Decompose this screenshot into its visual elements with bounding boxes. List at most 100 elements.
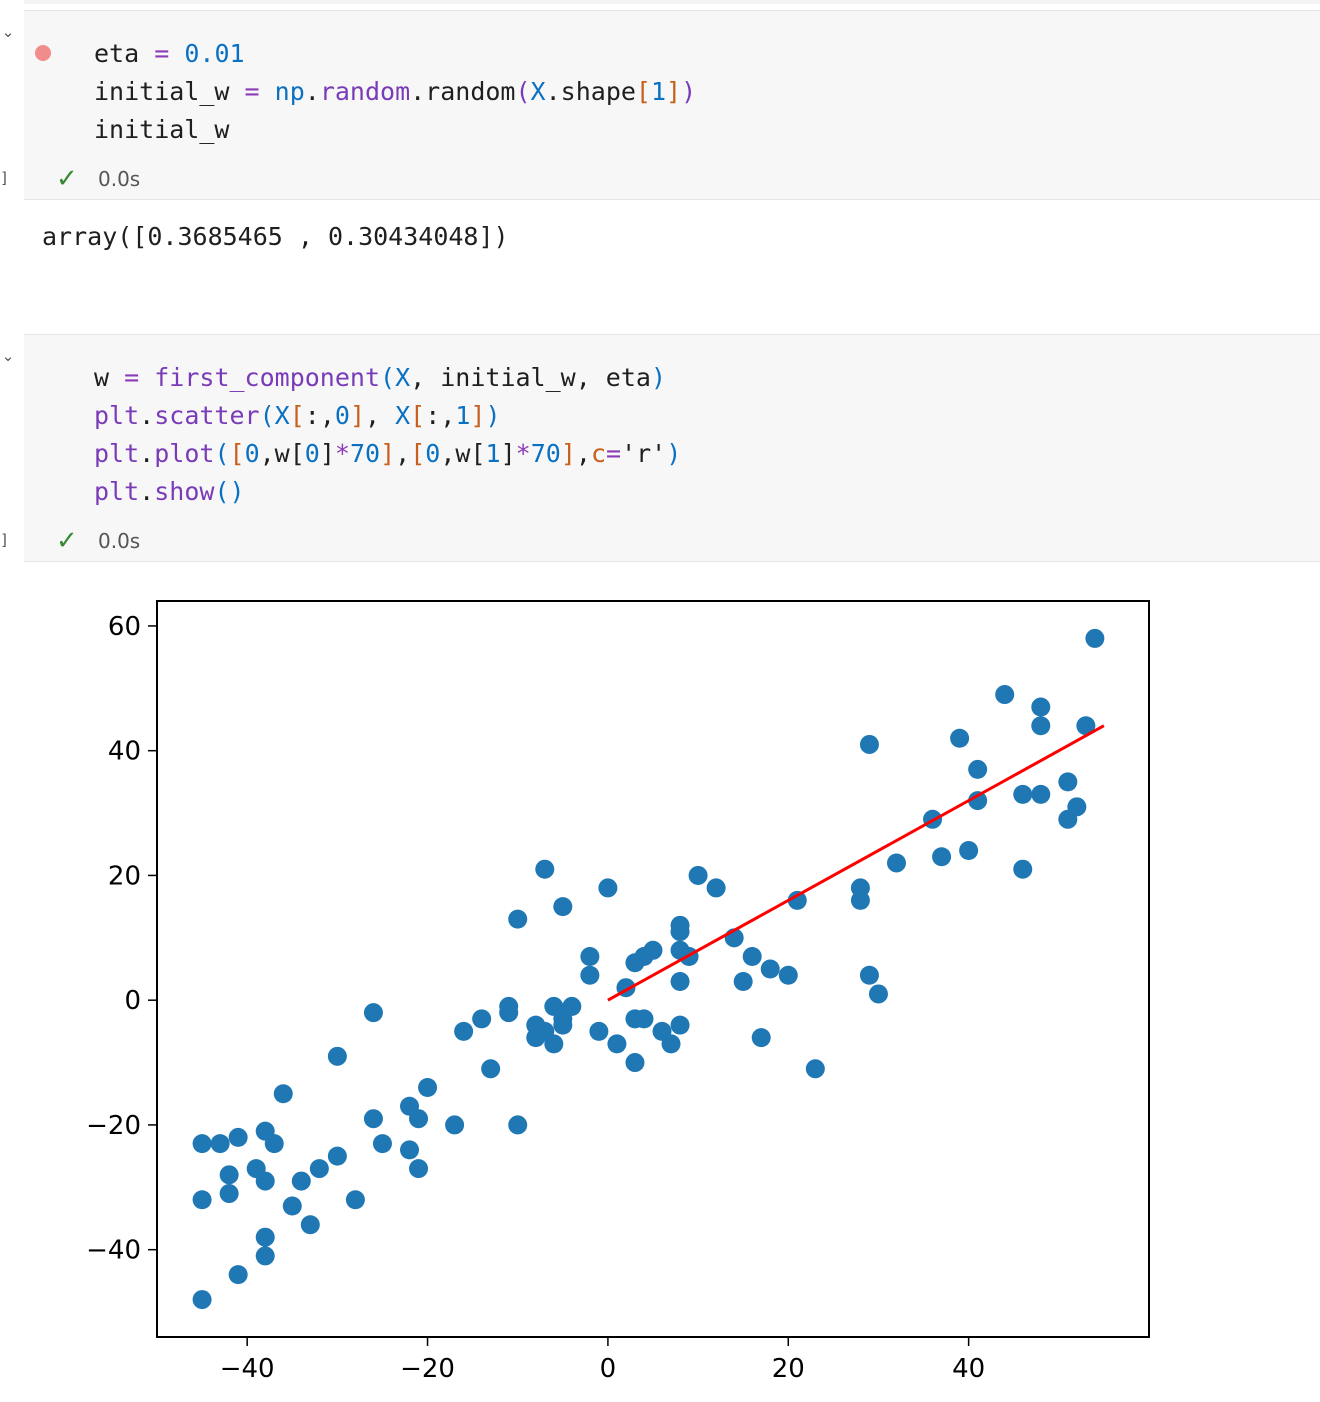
- component-line: [607, 724, 1105, 1002]
- cell2-code-line[interactable]: w = first_component(X, initial_w, eta): [94, 363, 667, 392]
- scatter-point: [959, 840, 979, 860]
- scatter-point: [1031, 784, 1051, 804]
- plot-frame: [156, 600, 1150, 1338]
- scatter-point: [454, 1021, 474, 1041]
- scatter-point: [309, 1159, 329, 1179]
- scatter-point: [598, 878, 618, 898]
- scatter-point: [787, 890, 807, 910]
- cell2-exec-time: 0.0s: [98, 529, 141, 553]
- cell1-exec-time: 0.0s: [98, 167, 141, 191]
- scatter-point: [400, 1140, 420, 1160]
- y-tick-label: −40: [86, 1236, 141, 1266]
- scatter-point: [760, 959, 780, 979]
- scatter-point: [255, 1171, 275, 1191]
- scatter-point: [228, 1265, 248, 1285]
- scatter-point: [968, 759, 988, 779]
- scatter-point: [1013, 784, 1033, 804]
- scatter-point: [327, 1146, 347, 1166]
- check-icon: ✓: [56, 164, 78, 194]
- scatter-point: [418, 1078, 438, 1098]
- scatter-point: [1031, 716, 1051, 736]
- scatter-point: [932, 847, 952, 867]
- scatter-point: [688, 865, 708, 885]
- y-tick-label: 60: [108, 612, 141, 642]
- cell2-code-line[interactable]: plt.show(): [94, 477, 245, 506]
- scatter-point: [742, 947, 762, 967]
- scatter-point: [192, 1290, 212, 1310]
- cell1-code-line[interactable]: eta = 0.01: [94, 39, 245, 68]
- scatter-point: [1058, 772, 1078, 792]
- scatter-point: [363, 1109, 383, 1129]
- scatter-point: [625, 1053, 645, 1073]
- x-tick-label: 0: [600, 1354, 617, 1384]
- scatter-point: [535, 859, 555, 879]
- scatter-point: [553, 1015, 573, 1035]
- scatter-point: [544, 1034, 564, 1054]
- scatter-point: [1031, 697, 1051, 717]
- scatter-point: [363, 1003, 383, 1023]
- cell1-code-line[interactable]: initial_w = np.random.random(X.shape[1]): [94, 77, 697, 106]
- scatter-point: [228, 1127, 248, 1147]
- scatter-point: [300, 1215, 320, 1235]
- scatter-point: [192, 1190, 212, 1210]
- y-tick-label: 40: [108, 737, 141, 767]
- scatter-point: [643, 940, 663, 960]
- scatter-point: [327, 1046, 347, 1066]
- cell1-status: ✓ 0.0s: [56, 164, 141, 194]
- cell2-status: ✓ 0.0s: [56, 526, 141, 556]
- scatter-point: [751, 1028, 771, 1048]
- scatter-point: [850, 890, 870, 910]
- scatter-point: [372, 1134, 392, 1154]
- cell2-editor[interactable]: w = first_component(X, initial_w, eta) pl…: [94, 359, 681, 511]
- scatter-point: [661, 1034, 681, 1054]
- scatter-point: [968, 791, 988, 811]
- y-tick-label: −20: [86, 1111, 141, 1141]
- scatter-point: [950, 728, 970, 748]
- check-icon: ✓: [56, 526, 78, 556]
- scatter-point: [1013, 859, 1033, 879]
- cell1-output: array([0.3685465 , 0.30434048]): [42, 222, 509, 251]
- scatter-point: [508, 1115, 528, 1135]
- x-tick-label: −20: [400, 1354, 455, 1384]
- scatter-point: [670, 971, 690, 991]
- scatter-point: [345, 1190, 365, 1210]
- scatter-point: [706, 878, 726, 898]
- scatter-point: [472, 1009, 492, 1029]
- cell1-editor[interactable]: eta = 0.01 initial_w = np.random.random(X…: [94, 35, 696, 149]
- scatter-point: [859, 734, 879, 754]
- code-cell-2[interactable]: w = first_component(X, initial_w, eta) pl…: [24, 334, 1320, 562]
- cell2-exec-bracket: ]: [0, 530, 8, 550]
- chevron-down-icon: ⌄: [1, 347, 15, 365]
- breakpoint-dot-icon[interactable]: [35, 45, 51, 61]
- scatter-point: [1076, 716, 1096, 736]
- cell1-code-line[interactable]: initial_w: [94, 115, 230, 144]
- scatter-point: [859, 965, 879, 985]
- scatter-point: [499, 996, 519, 1016]
- chevron-down-icon: ⌄: [1, 23, 15, 41]
- cell1-collapse-chevron[interactable]: ⌄: [0, 24, 16, 40]
- scatter-point: [868, 984, 888, 1004]
- cell2-code-line[interactable]: plt.plot([0,w[0]*70],[0,w[1]*70],c='r'): [94, 439, 682, 468]
- scatter-plot: −40 −20 0 20 40 −40 −20 0 20 40 60: [86, 600, 1150, 1384]
- scatter-point: [670, 1015, 690, 1035]
- scatter-point: [886, 853, 906, 873]
- scatter-point: [291, 1171, 311, 1191]
- scatter-point: [219, 1184, 239, 1204]
- scatter-point: [445, 1115, 465, 1135]
- cell2-code-line[interactable]: plt.scatter(X[:,0], X[:,1]): [94, 401, 501, 430]
- scatter-point: [580, 965, 600, 985]
- y-tick-label: 20: [108, 861, 141, 891]
- y-tick-label: 0: [124, 986, 141, 1016]
- cell2-collapse-chevron[interactable]: ⌄: [0, 348, 16, 364]
- x-tick-label: 20: [772, 1354, 805, 1384]
- scatter-point: [778, 965, 798, 985]
- scatter-point: [192, 1134, 212, 1154]
- scatter-point: [210, 1134, 230, 1154]
- scatter-point: [255, 1227, 275, 1247]
- scatter-point: [409, 1159, 429, 1179]
- x-tick-label: −40: [220, 1354, 275, 1384]
- scatter-point: [589, 1021, 609, 1041]
- scatter-point: [219, 1165, 239, 1185]
- code-cell-1[interactable]: eta = 0.01 initial_w = np.random.random(X…: [24, 10, 1320, 200]
- scatter-point: [1067, 797, 1087, 817]
